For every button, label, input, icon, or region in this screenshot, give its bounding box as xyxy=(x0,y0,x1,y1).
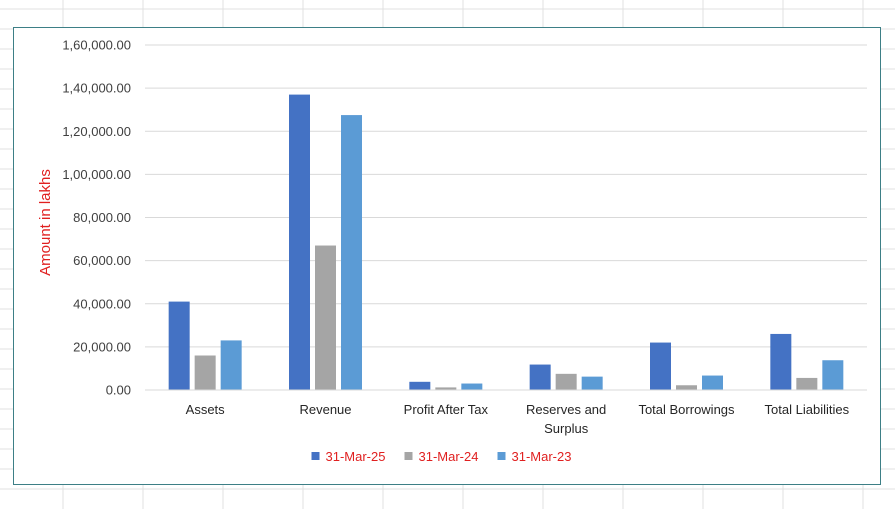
x-axis-categories: Assets Revenue Profit After Tax Reserves an… xyxy=(186,402,850,436)
bar xyxy=(822,360,844,390)
y-axis-label: Amount in lakhs xyxy=(37,169,54,276)
bar xyxy=(702,375,723,390)
bar xyxy=(315,245,336,390)
legend: 31-Mar-25 31-Mar-24 31-Mar-23 xyxy=(311,449,572,464)
x-tick-label: Total Liabilities xyxy=(765,402,850,417)
y-tick-label: 1,60,000.00 xyxy=(62,38,131,53)
bar xyxy=(650,342,671,390)
legend-label: 31-Mar-24 xyxy=(419,449,479,464)
legend-swatch xyxy=(497,452,506,460)
y-axis-ticks: 0.00 20,000.00 40,000.00 60,000.00 80,000.00… xyxy=(62,38,131,398)
y-tick-label: 1,40,000.00 xyxy=(62,81,131,96)
bar xyxy=(461,383,483,390)
chart-area[interactable]: 0.00 20,000.00 40,000.00 60,000.00 80,000.00… xyxy=(13,27,881,485)
legend-swatch xyxy=(404,452,413,460)
x-tick-label: Profit After Tax xyxy=(404,402,489,417)
y-tick-label: 40,000.00 xyxy=(73,296,131,311)
y-tick-label: 0.00 xyxy=(106,383,131,398)
bar xyxy=(435,387,457,390)
bar xyxy=(341,115,362,390)
bar xyxy=(220,340,242,390)
bar xyxy=(581,376,603,390)
y-tick-label: 80,000.00 xyxy=(73,210,131,225)
x-tick-label: Total Borrowings xyxy=(638,402,735,417)
legend-swatch xyxy=(311,452,320,460)
bar xyxy=(676,385,697,390)
bar xyxy=(409,381,431,390)
y-tick-label: 60,000.00 xyxy=(73,253,131,268)
bar xyxy=(289,94,310,390)
bars xyxy=(168,94,844,390)
bar xyxy=(555,373,577,390)
y-tick-label: 1,00,000.00 xyxy=(62,167,131,182)
y-tick-label: 20,000.00 xyxy=(73,339,131,354)
bar xyxy=(168,301,190,390)
bar-chart: 0.00 20,000.00 40,000.00 60,000.00 80,000.00… xyxy=(37,38,867,464)
bar xyxy=(194,355,216,390)
x-tick-label: Assets xyxy=(186,402,226,417)
y-tick-label: 1,20,000.00 xyxy=(62,124,131,139)
gridlines xyxy=(145,44,867,348)
bar xyxy=(770,333,792,390)
bar xyxy=(796,377,818,390)
bar xyxy=(529,364,551,390)
x-tick-label: Reserves and Surplus xyxy=(526,402,606,436)
legend-label: 31-Mar-25 xyxy=(326,449,386,464)
legend-label: 31-Mar-23 xyxy=(512,449,572,464)
x-tick-label: Revenue xyxy=(299,402,351,417)
